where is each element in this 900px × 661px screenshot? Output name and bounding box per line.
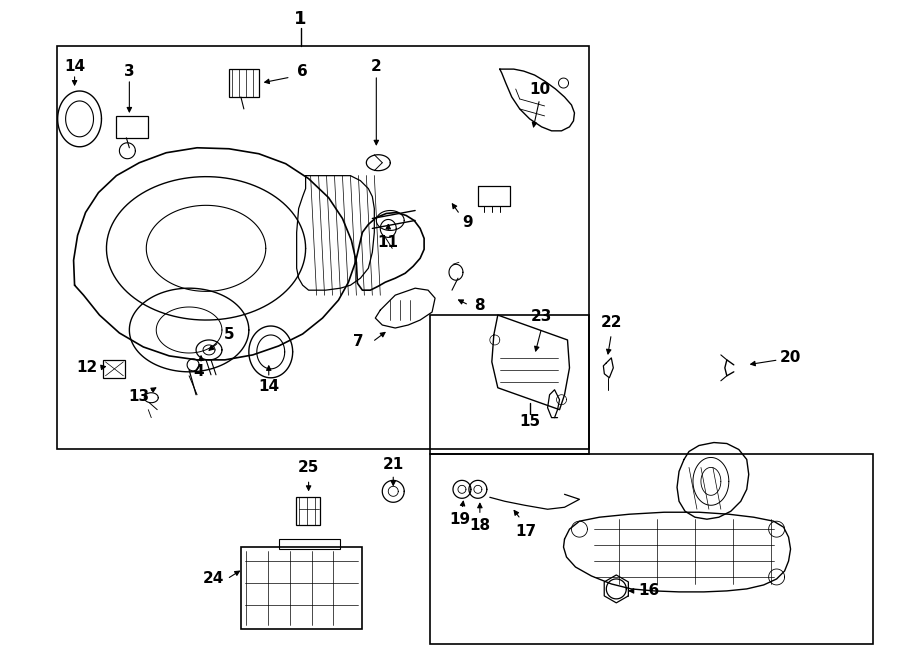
Text: 11: 11 [378, 235, 399, 250]
Bar [229, 69, 259, 97]
Text: 9: 9 [463, 215, 473, 230]
Text: 21: 21 [382, 457, 404, 472]
Text: 16: 16 [638, 584, 660, 598]
Bar [430, 315, 590, 455]
Text: 2: 2 [371, 59, 382, 73]
Text: 20: 20 [780, 350, 801, 366]
Text: 12: 12 [76, 360, 97, 375]
Text: 14: 14 [64, 59, 86, 73]
Bar [104, 360, 125, 378]
Text: 23: 23 [531, 309, 553, 324]
Bar [296, 497, 320, 525]
Text: 13: 13 [129, 389, 150, 405]
Text: 6: 6 [297, 63, 308, 79]
Text: 5: 5 [223, 327, 234, 342]
Bar [430, 455, 873, 644]
Text: 18: 18 [469, 518, 491, 533]
Text: 8: 8 [474, 297, 485, 313]
Text: 7: 7 [353, 334, 364, 350]
Text: 22: 22 [600, 315, 622, 330]
Text: 10: 10 [529, 81, 550, 97]
Text: 1: 1 [294, 11, 307, 28]
Text: 4: 4 [194, 364, 204, 379]
Text: 3: 3 [124, 63, 135, 79]
Bar [241, 547, 363, 629]
Bar [279, 539, 340, 549]
Text: 24: 24 [202, 572, 224, 586]
Bar [57, 46, 590, 449]
Text: 17: 17 [515, 524, 536, 539]
Text: 19: 19 [449, 512, 471, 527]
Text: 14: 14 [258, 379, 279, 394]
Text: 25: 25 [298, 460, 320, 475]
Text: 15: 15 [519, 414, 540, 429]
Bar [116, 116, 148, 137]
